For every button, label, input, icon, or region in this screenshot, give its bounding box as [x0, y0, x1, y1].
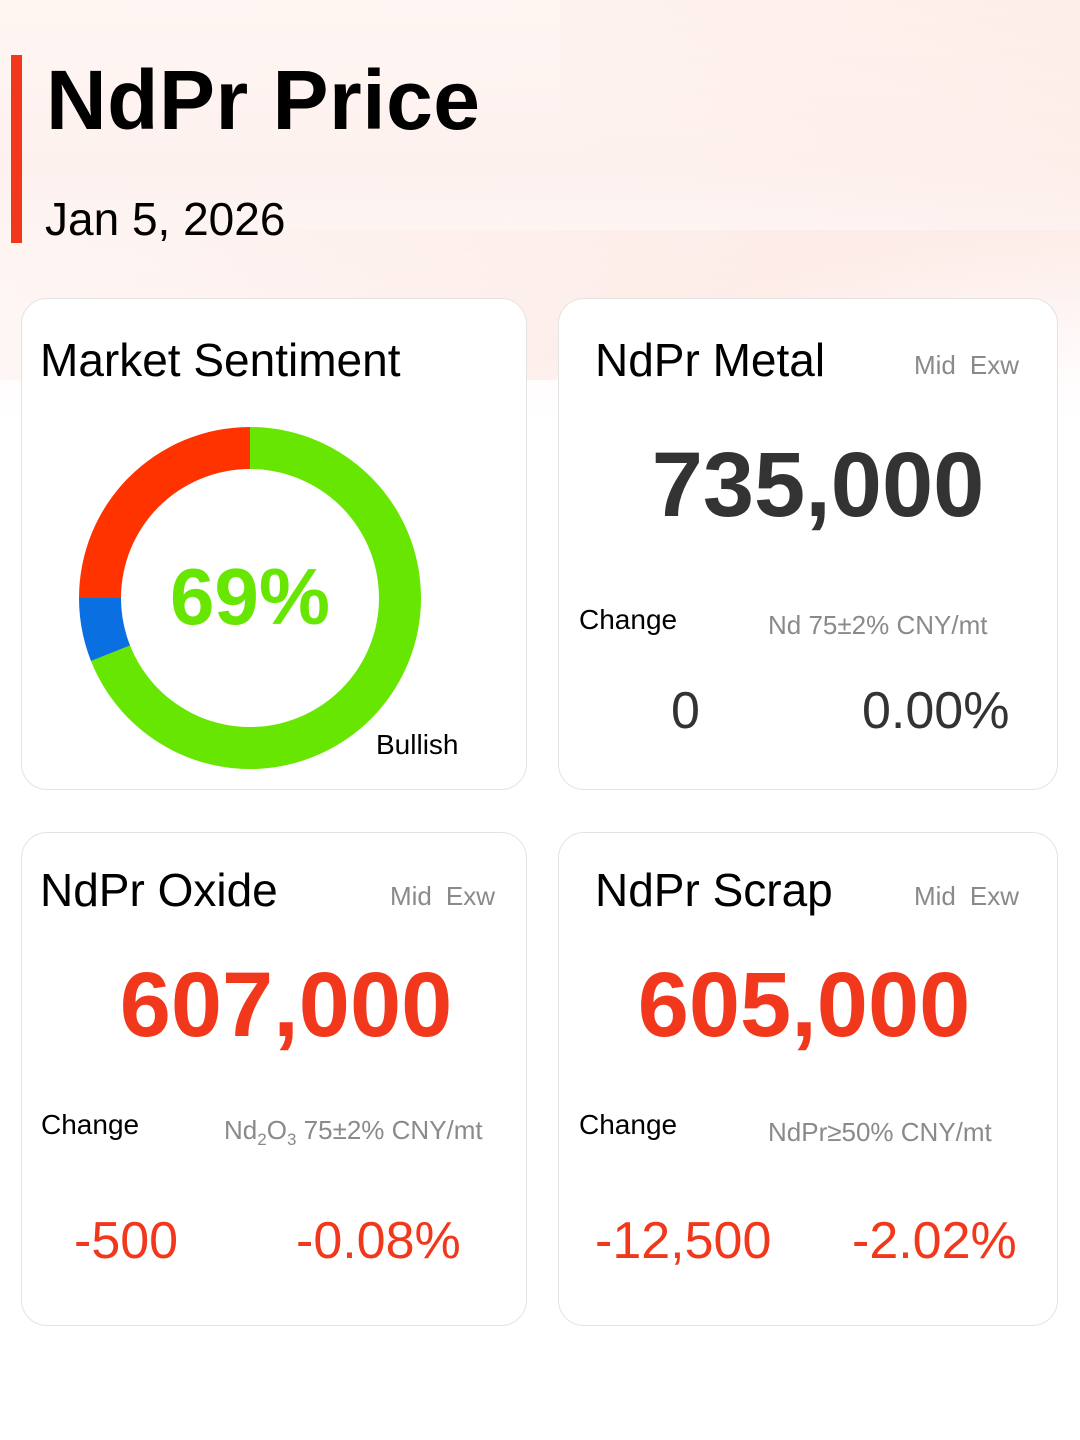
spec-text: Nd 75±2% CNY/mt: [768, 610, 988, 640]
donut-segment-bearish: [79, 427, 250, 598]
tag-mid: Mid: [913, 881, 956, 911]
card-title: NdPr Oxide: [40, 864, 278, 916]
tag-exw: Exw: [969, 881, 1019, 911]
spec-text: Nd2O3 75±2% CNY/mt: [224, 1115, 483, 1149]
change-absolute: -12,500: [595, 1212, 772, 1270]
market-sentiment-card: Market Sentiment 69% Bullish: [21, 298, 527, 790]
page-date: Jan 5, 2026: [45, 193, 286, 245]
sentiment-percent: 69%: [169, 552, 331, 641]
price-basis-tags: Mid Exw: [914, 352, 1019, 378]
tag-exw: Exw: [969, 350, 1019, 380]
ndpr-scrap-card: NdPr Scrap Mid Exw 605,000 Change NdPr≥50…: [558, 832, 1058, 1326]
price-value: 735,000: [651, 434, 985, 536]
sentiment-label: Bullish: [376, 729, 459, 760]
change-percent: 0.00%: [862, 682, 1010, 740]
ndpr-oxide-card: NdPr Oxide Mid Exw 607,000 Change Nd2O3 7…: [21, 832, 527, 1326]
card-title: NdPr Metal: [595, 334, 826, 386]
card-title: Market Sentiment: [40, 334, 401, 386]
price-value: 605,000: [637, 954, 971, 1056]
card-title: NdPr Scrap: [595, 864, 833, 916]
price-basis-tags: Mid Exw: [390, 883, 495, 909]
change-percent: -0.08%: [296, 1212, 461, 1270]
change-absolute: 0: [671, 682, 700, 740]
price-basis-tags: Mid Exw: [914, 883, 1019, 909]
title-accent-bar: [11, 55, 22, 243]
tag-exw: Exw: [445, 881, 495, 911]
tag-mid: Mid: [913, 350, 956, 380]
donut-segment-neutral: [79, 598, 131, 661]
sentiment-donut-chart: [79, 427, 421, 769]
tag-mid: Mid: [389, 881, 432, 911]
spec-text: NdPr≥50% CNY/mt: [768, 1117, 992, 1147]
ndpr-metal-card: NdPr Metal Mid Exw 735,000 Change Nd 75±2…: [558, 298, 1058, 790]
page-title: NdPr Price: [46, 53, 481, 147]
change-percent: -2.02%: [852, 1212, 1017, 1270]
change-label: Change: [579, 1109, 678, 1140]
change-label: Change: [579, 604, 678, 635]
price-value: 607,000: [119, 954, 453, 1056]
change-label: Change: [41, 1109, 140, 1140]
change-absolute: -500: [74, 1212, 179, 1270]
